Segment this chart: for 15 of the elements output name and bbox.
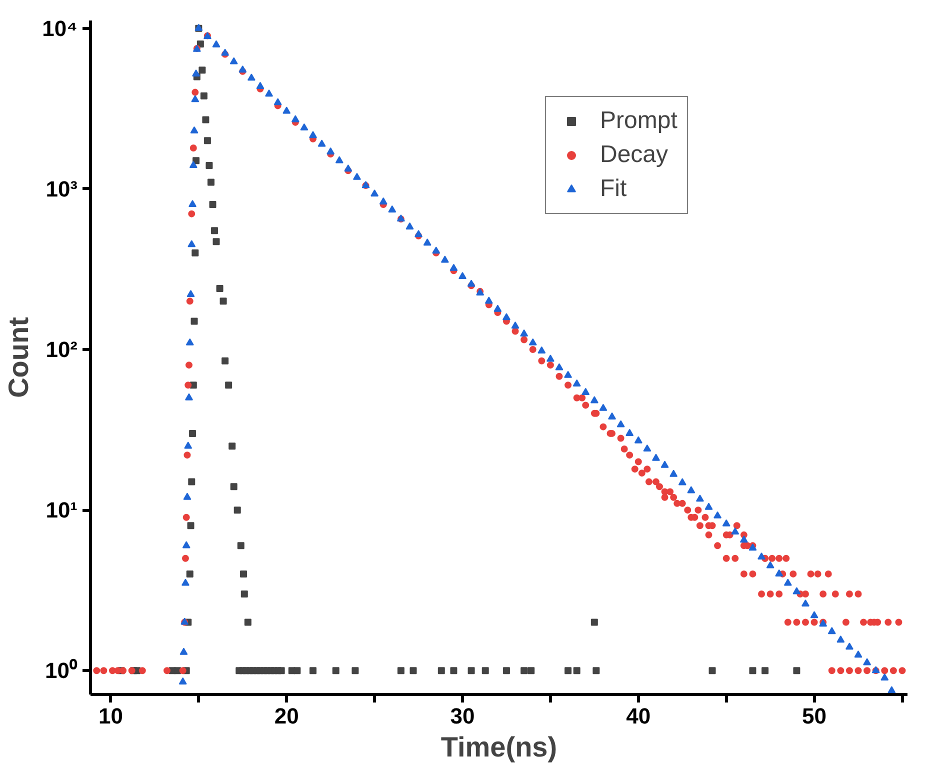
x-tick-label: 20 [274,704,299,728]
x-tick-label: 50 [802,704,827,728]
y-tick-label: 10⁰ [45,658,78,684]
y-axis-title: Count [3,317,34,398]
y-tick-label: 10³ [46,176,78,202]
x-tick-label: 30 [450,704,475,728]
x-tick-label: 10 [98,704,123,728]
x-tick-label: 40 [626,704,651,728]
legend-label: Decay [600,141,668,169]
legend-label: Fit [600,175,627,203]
x-axis-title: Time(ns) [440,732,558,762]
y-tick-label: 10² [46,337,78,362]
y-tick-label: 10⁴ [42,16,78,41]
y-tick-label: 10¹ [46,498,78,523]
legend-label: Prompt [600,107,678,135]
